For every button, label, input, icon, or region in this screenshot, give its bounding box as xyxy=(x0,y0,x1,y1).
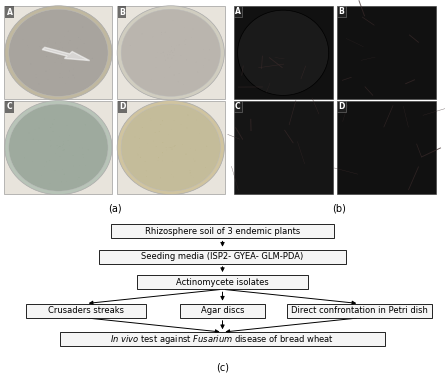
Ellipse shape xyxy=(139,138,140,139)
Ellipse shape xyxy=(9,104,108,191)
Ellipse shape xyxy=(27,45,28,46)
Text: Rhizosphere soil of 3 endemic plants: Rhizosphere soil of 3 endemic plants xyxy=(145,227,300,236)
Ellipse shape xyxy=(85,165,86,166)
FancyBboxPatch shape xyxy=(60,332,385,346)
Ellipse shape xyxy=(50,146,51,147)
Text: (c): (c) xyxy=(216,363,229,373)
Ellipse shape xyxy=(78,37,79,38)
Text: (a): (a) xyxy=(108,203,121,213)
Ellipse shape xyxy=(163,52,164,53)
Ellipse shape xyxy=(73,59,74,60)
Text: C: C xyxy=(235,102,241,111)
Text: C: C xyxy=(7,102,12,112)
Ellipse shape xyxy=(169,67,170,68)
Ellipse shape xyxy=(46,161,47,162)
Ellipse shape xyxy=(238,10,329,95)
Ellipse shape xyxy=(64,149,65,150)
Bar xyxy=(234,101,333,194)
Ellipse shape xyxy=(61,181,62,182)
Ellipse shape xyxy=(88,149,89,150)
Ellipse shape xyxy=(9,9,108,96)
Text: A: A xyxy=(235,7,241,16)
FancyArrow shape xyxy=(42,47,90,60)
Ellipse shape xyxy=(59,48,60,49)
Ellipse shape xyxy=(5,101,112,195)
Text: Direct confrontation in Petri dish: Direct confrontation in Petri dish xyxy=(291,306,428,315)
Bar xyxy=(4,101,112,194)
Ellipse shape xyxy=(162,152,163,153)
Ellipse shape xyxy=(186,59,187,60)
Text: B: B xyxy=(119,8,125,17)
Bar xyxy=(337,101,436,194)
Ellipse shape xyxy=(171,46,172,47)
Text: Actinomycete isolates: Actinomycete isolates xyxy=(176,277,269,287)
Ellipse shape xyxy=(117,101,224,195)
Ellipse shape xyxy=(38,140,39,141)
Ellipse shape xyxy=(183,84,184,85)
Ellipse shape xyxy=(161,32,162,33)
Ellipse shape xyxy=(171,58,172,59)
Ellipse shape xyxy=(140,157,141,158)
FancyBboxPatch shape xyxy=(180,304,265,318)
Ellipse shape xyxy=(172,52,173,53)
Text: Crusaders streaks: Crusaders streaks xyxy=(48,306,124,315)
FancyBboxPatch shape xyxy=(99,249,346,264)
FancyBboxPatch shape xyxy=(26,304,146,318)
Ellipse shape xyxy=(92,58,93,59)
Ellipse shape xyxy=(182,144,183,145)
Ellipse shape xyxy=(58,53,59,54)
Ellipse shape xyxy=(160,124,161,125)
Ellipse shape xyxy=(50,140,51,141)
Ellipse shape xyxy=(69,40,70,41)
Ellipse shape xyxy=(5,6,112,100)
Bar xyxy=(117,6,225,99)
Ellipse shape xyxy=(79,177,80,178)
Ellipse shape xyxy=(47,42,48,43)
Text: D: D xyxy=(119,102,125,112)
Ellipse shape xyxy=(68,140,69,141)
Text: $\mathit{In\ vivo}$ test against $\mathit{Fusarium}$ disease of bread wheat: $\mathit{In\ vivo}$ test against $\mathi… xyxy=(110,333,335,346)
FancyBboxPatch shape xyxy=(137,275,308,289)
Ellipse shape xyxy=(159,131,160,132)
Ellipse shape xyxy=(58,147,59,148)
Text: D: D xyxy=(339,102,345,111)
Ellipse shape xyxy=(82,27,83,28)
Ellipse shape xyxy=(162,142,163,143)
Text: B: B xyxy=(339,7,344,16)
Ellipse shape xyxy=(74,77,75,78)
Ellipse shape xyxy=(174,48,175,49)
Ellipse shape xyxy=(64,174,65,175)
Bar xyxy=(4,6,112,99)
Ellipse shape xyxy=(46,56,47,57)
Bar xyxy=(234,6,333,99)
Ellipse shape xyxy=(121,9,220,96)
Text: (b): (b) xyxy=(332,203,346,213)
FancyBboxPatch shape xyxy=(287,304,432,318)
Ellipse shape xyxy=(117,6,224,100)
Ellipse shape xyxy=(170,147,171,148)
Ellipse shape xyxy=(54,52,55,53)
Bar xyxy=(117,101,225,194)
Ellipse shape xyxy=(58,58,59,59)
Ellipse shape xyxy=(185,44,186,45)
Ellipse shape xyxy=(49,160,50,161)
Ellipse shape xyxy=(130,45,131,46)
Ellipse shape xyxy=(63,141,64,142)
Ellipse shape xyxy=(59,146,60,147)
Ellipse shape xyxy=(50,127,51,128)
Ellipse shape xyxy=(158,157,159,158)
Text: A: A xyxy=(7,8,12,17)
Text: Seeding media (ISP2- GYEA- GLM-PDA): Seeding media (ISP2- GYEA- GLM-PDA) xyxy=(142,252,303,261)
Ellipse shape xyxy=(174,145,175,146)
FancyBboxPatch shape xyxy=(111,224,334,239)
Ellipse shape xyxy=(63,149,64,150)
Ellipse shape xyxy=(205,167,206,168)
Bar xyxy=(337,6,436,99)
Ellipse shape xyxy=(191,37,192,38)
Ellipse shape xyxy=(121,104,220,191)
Text: Agar discs: Agar discs xyxy=(201,306,244,315)
Ellipse shape xyxy=(165,32,166,33)
